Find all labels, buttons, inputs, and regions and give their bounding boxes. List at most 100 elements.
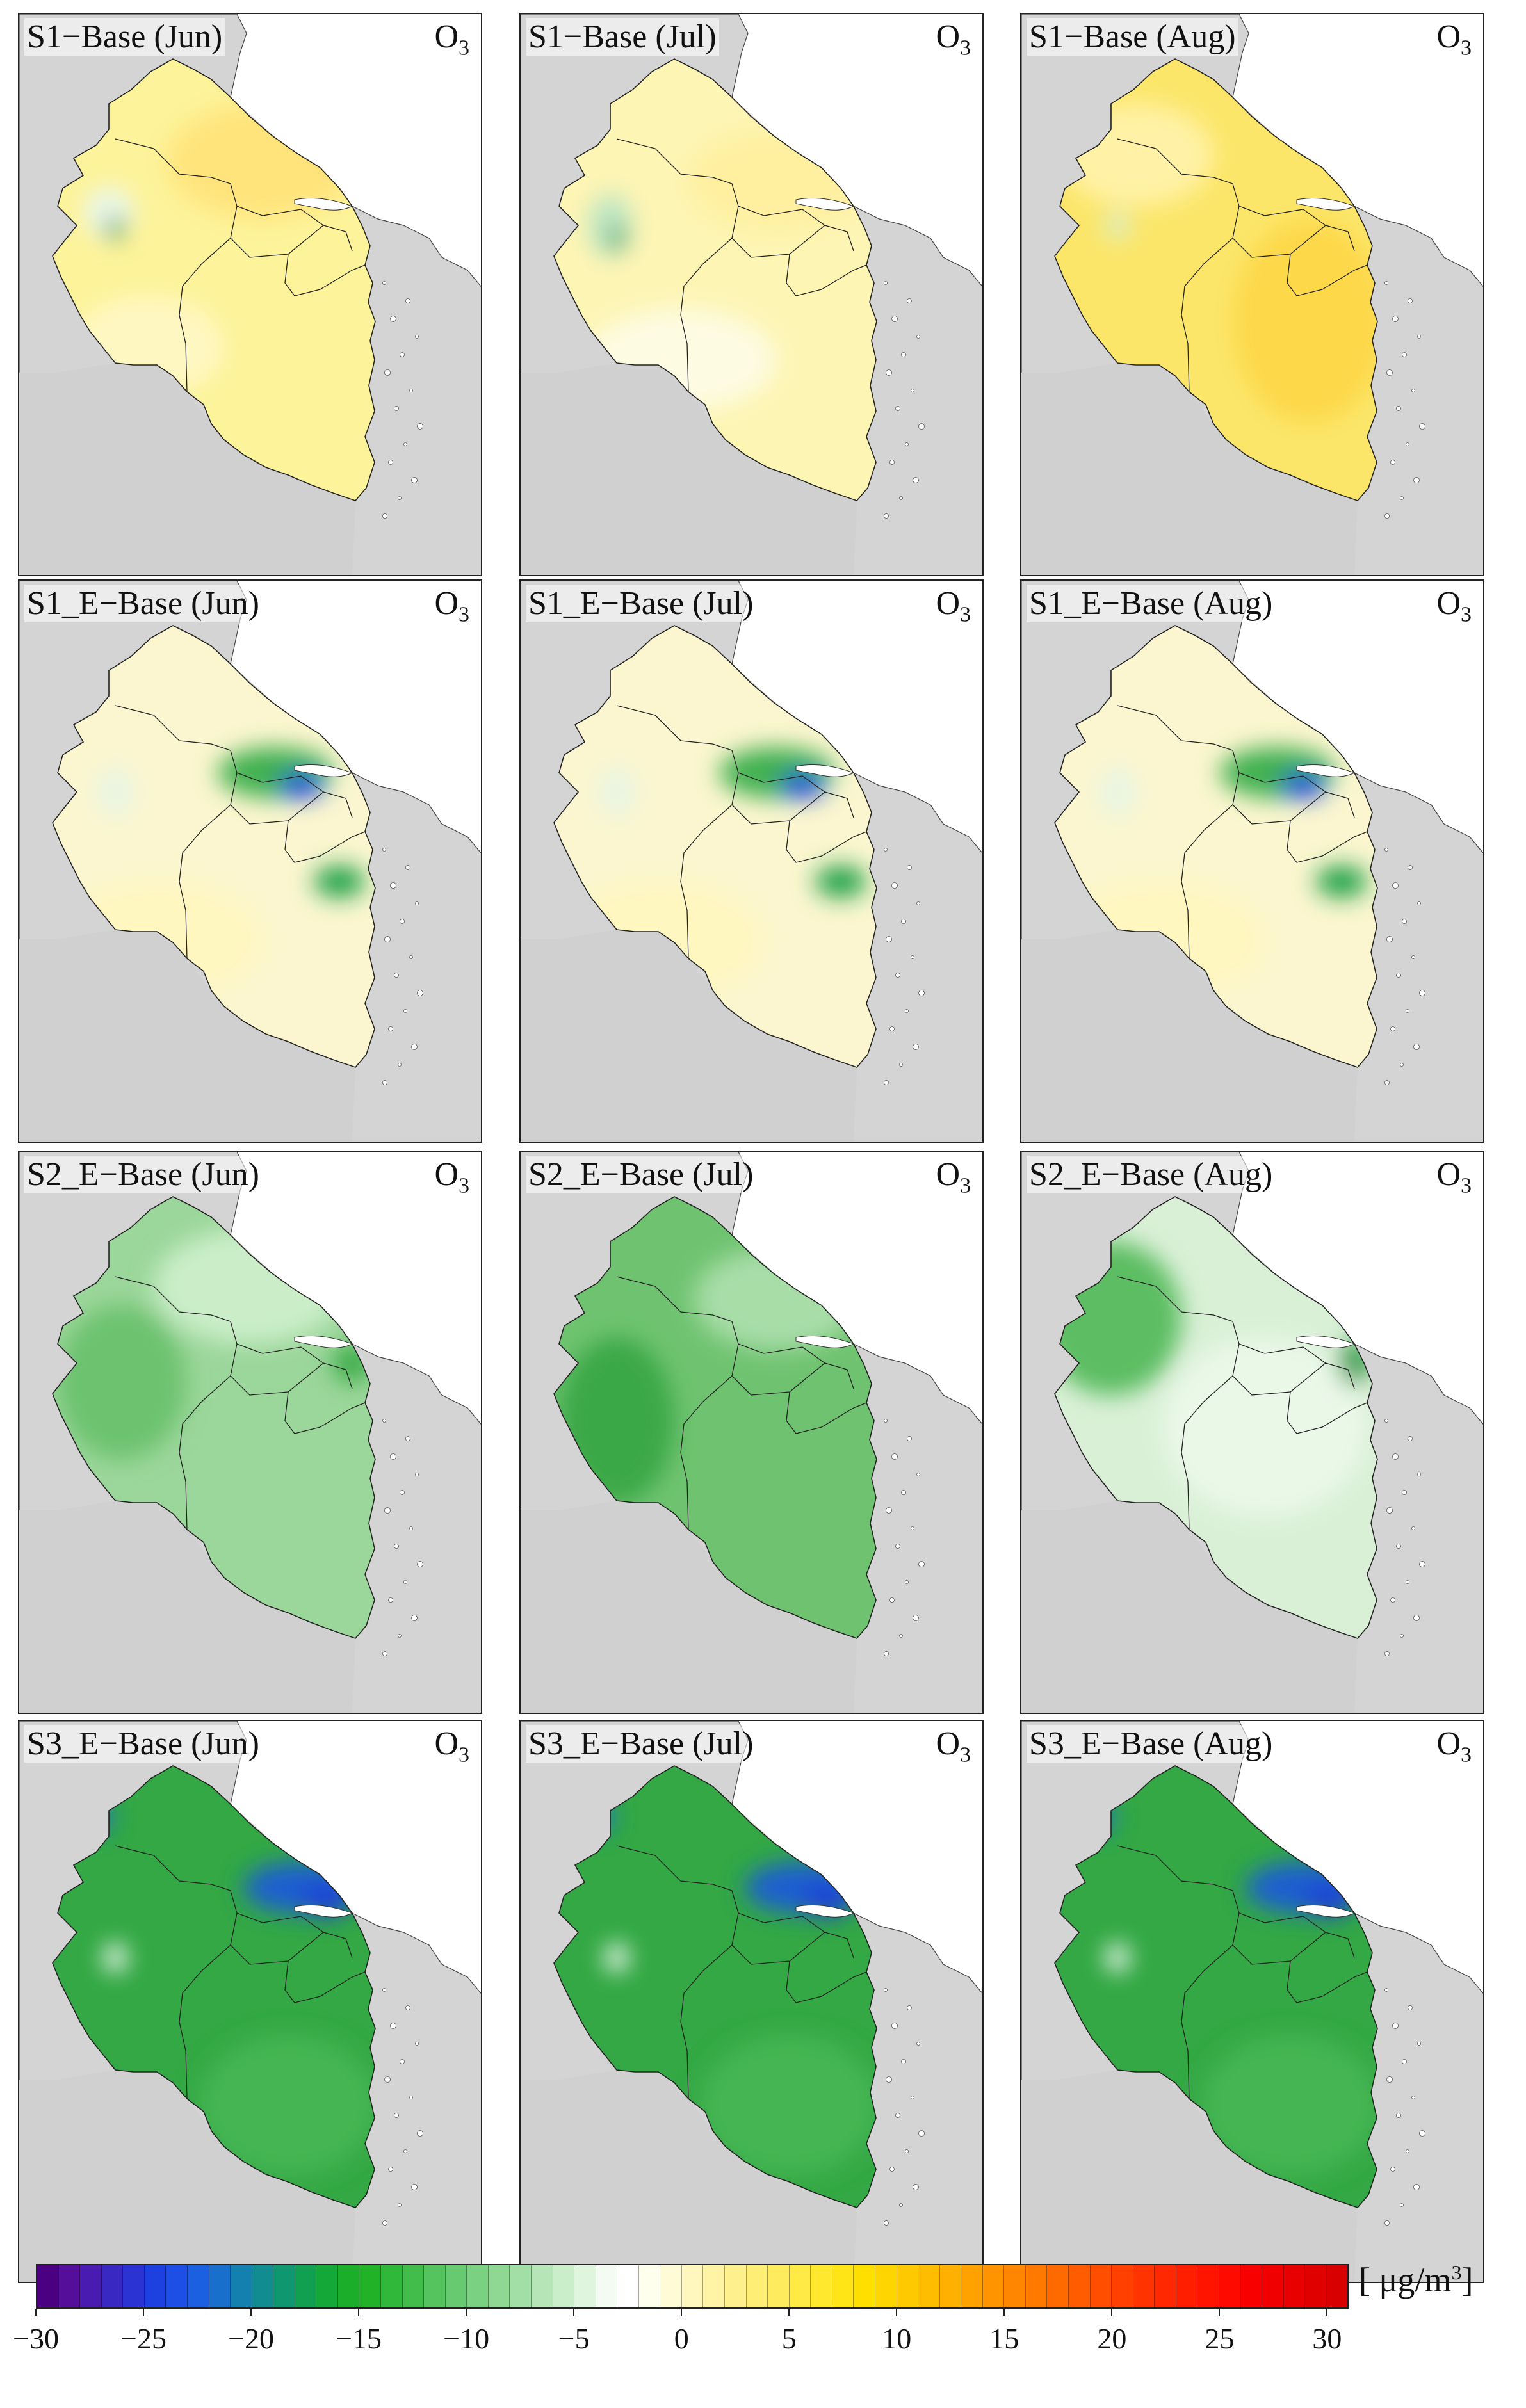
island bbox=[394, 1544, 399, 1549]
island bbox=[1419, 2130, 1425, 2137]
colorbar-swatch bbox=[1069, 2265, 1091, 2307]
map-panel: S1_E−Base (Aug) O3 bbox=[1020, 579, 1484, 1143]
island bbox=[409, 955, 413, 959]
island bbox=[907, 865, 912, 870]
island bbox=[398, 1634, 402, 1638]
colorbar-swatch bbox=[811, 2265, 832, 2307]
island bbox=[905, 1009, 909, 1013]
island bbox=[415, 1473, 419, 1476]
map-panel: S1−Base (Jun) O3 bbox=[18, 13, 482, 576]
colorbar-swatch bbox=[1004, 2265, 1026, 2307]
island bbox=[1417, 2042, 1421, 2046]
region-outline bbox=[52, 1765, 376, 2208]
island bbox=[918, 423, 925, 430]
province-border bbox=[616, 1276, 825, 1364]
map-svg bbox=[19, 1721, 481, 2282]
island bbox=[1408, 2005, 1413, 2010]
island bbox=[889, 1597, 895, 1603]
island bbox=[415, 901, 419, 905]
panel-title: S2_E−Base (Aug) bbox=[1027, 1156, 1276, 1193]
colorbar-tick-mark bbox=[681, 2309, 683, 2316]
colorbar-swatch bbox=[166, 2265, 188, 2307]
island bbox=[390, 316, 396, 322]
province-border bbox=[115, 1276, 324, 1364]
panel-title: S1−Base (Jul) bbox=[526, 18, 719, 56]
island bbox=[1406, 442, 1409, 446]
island bbox=[1411, 389, 1415, 392]
colorbar-swatch bbox=[703, 2265, 725, 2307]
colorbar-swatch bbox=[1112, 2265, 1133, 2307]
colorbar-swatch bbox=[596, 2265, 618, 2307]
province-border bbox=[284, 254, 366, 296]
island bbox=[1384, 281, 1388, 285]
map-panel: S2_E−Base (Jul) O3 bbox=[519, 1151, 984, 1714]
island bbox=[1392, 2023, 1399, 2029]
island bbox=[1400, 2203, 1404, 2207]
river-estuary bbox=[795, 1905, 855, 1918]
island bbox=[1384, 513, 1390, 519]
province-border bbox=[1117, 1845, 1326, 1933]
island bbox=[1396, 1544, 1401, 1549]
island bbox=[1384, 1988, 1388, 1992]
province-border bbox=[179, 804, 231, 959]
island bbox=[911, 389, 914, 392]
colorbar-swatch bbox=[1155, 2265, 1176, 2307]
island bbox=[384, 1507, 391, 1514]
river-estuary bbox=[795, 764, 855, 777]
colorbar-tick-label: 10 bbox=[882, 2322, 912, 2355]
region-outline bbox=[1054, 625, 1378, 1068]
island bbox=[1417, 335, 1421, 339]
colorbar-tick-mark bbox=[573, 2309, 575, 2316]
colorbar-swatch bbox=[144, 2265, 166, 2307]
colorbar-swatch bbox=[101, 2265, 124, 2307]
region-outline bbox=[52, 58, 376, 501]
island bbox=[916, 1473, 920, 1476]
island bbox=[916, 901, 920, 905]
region-outline bbox=[553, 1765, 877, 2208]
colorbar-swatch bbox=[488, 2265, 510, 2307]
island bbox=[405, 2005, 410, 2010]
colorbar-tick-mark bbox=[1111, 2309, 1113, 2316]
island bbox=[886, 369, 892, 376]
colorbar-swatch bbox=[1197, 2265, 1219, 2307]
island bbox=[415, 335, 419, 339]
island bbox=[1390, 2167, 1395, 2172]
colorbar-swatch bbox=[939, 2265, 962, 2307]
province-border bbox=[284, 1960, 366, 2003]
colorbar-unit: [ μg/m3] bbox=[1359, 2261, 1473, 2299]
province-border bbox=[786, 1391, 867, 1434]
island bbox=[907, 298, 912, 303]
colorbar-tick-mark bbox=[1219, 2309, 1221, 2316]
colorbar-swatch bbox=[1133, 2265, 1155, 2307]
island bbox=[382, 1651, 387, 1656]
colorbar-tick-label: −15 bbox=[336, 2322, 382, 2355]
province-border bbox=[616, 705, 825, 793]
colorbar-swatch bbox=[231, 2265, 252, 2307]
colorbar-swatch bbox=[832, 2265, 854, 2307]
island bbox=[382, 1988, 386, 1992]
island bbox=[403, 2149, 407, 2153]
colorbar-swatch bbox=[918, 2265, 940, 2307]
colorbar-swatch bbox=[660, 2265, 682, 2307]
region-outline bbox=[52, 625, 376, 1068]
island bbox=[1384, 1080, 1390, 1085]
colorbar-tick-label: 15 bbox=[989, 2322, 1019, 2355]
island bbox=[417, 1561, 423, 1567]
colorbar-swatch bbox=[1262, 2265, 1284, 2307]
island bbox=[1408, 865, 1413, 870]
island bbox=[918, 2130, 925, 2137]
colorbar-tick-label: 5 bbox=[781, 2322, 797, 2355]
colorbar-tick-label: 25 bbox=[1205, 2322, 1235, 2355]
colorbar: [ μg/m3] −30 −25 −20 −15 −10 −5 0 5 10 15 20 25 30 bbox=[0, 2260, 1526, 2408]
island bbox=[886, 1507, 892, 1514]
island bbox=[409, 1526, 413, 1530]
island bbox=[1411, 955, 1415, 959]
map-svg bbox=[1021, 14, 1483, 575]
colorbar-swatch bbox=[1283, 2265, 1306, 2307]
colorbar-swatch bbox=[531, 2265, 553, 2307]
island bbox=[913, 1615, 919, 1621]
island bbox=[1406, 1580, 1409, 1584]
island bbox=[1417, 901, 1421, 905]
province-border bbox=[786, 254, 867, 296]
map-svg bbox=[1021, 1721, 1483, 2282]
